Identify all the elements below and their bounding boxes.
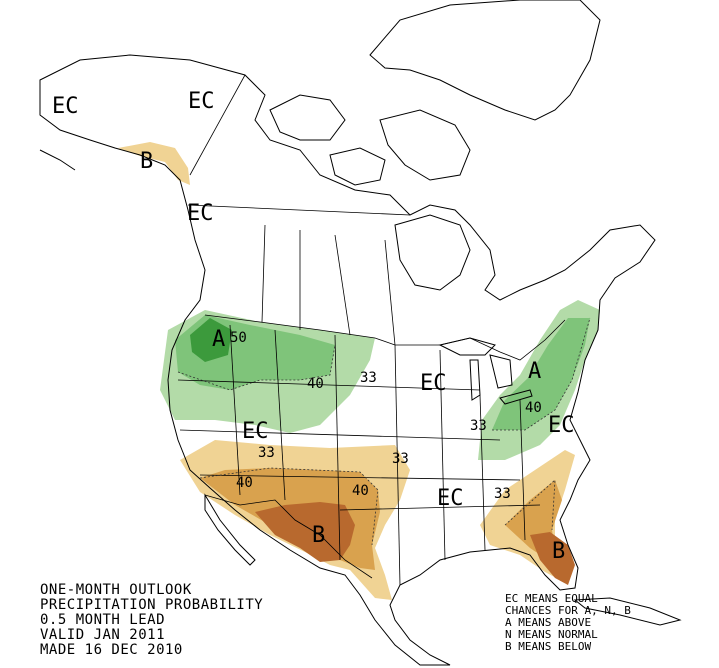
northwest-above-50 — [190, 318, 232, 362]
label-50: 50 — [230, 330, 247, 346]
state-line-h1 — [177, 379, 481, 391]
state-line-v7 — [519, 399, 526, 541]
arctic-islands-outline — [269, 94, 346, 141]
hudson-bay-outline — [394, 214, 471, 291]
baffin-island-outline — [379, 109, 471, 181]
contour-layer — [177, 317, 591, 546]
label-ec-bc: EC — [187, 201, 214, 226]
legend-line-1: EC MEANS EQUAL — [505, 592, 598, 605]
label-33-nw: 33 — [360, 370, 377, 386]
victoria-island-outline — [329, 147, 386, 186]
lake-huron-outline — [489, 354, 513, 389]
legend-line-2: CHANCES FOR A, N, B — [505, 604, 631, 617]
legend-line-5: B MEANS BELOW — [505, 640, 591, 653]
label-b-alaska: B — [140, 149, 153, 174]
state-line-v5 — [439, 349, 446, 561]
legend-block: EC MEANS EQUAL CHANCES FOR A, N, B A MEA… — [505, 592, 631, 653]
label-a-northwest: A — [212, 327, 225, 352]
label-ec-east: EC — [548, 413, 575, 438]
label-40-sw-west: 40 — [236, 475, 253, 491]
label-a-northeast: A — [528, 359, 541, 384]
texas-below-50 — [255, 502, 355, 562]
province-line-4 — [334, 234, 351, 336]
greenland-outline — [369, 0, 601, 121]
label-b-texas: B — [312, 523, 325, 548]
label-33-ne: 33 — [470, 418, 487, 434]
aleutian-outline — [39, 149, 76, 171]
title-line-4: VALID JAN 2011 — [40, 627, 165, 643]
south-contour-40 — [199, 467, 379, 546]
label-ec-southeast: EC — [437, 486, 464, 511]
alaska-canada-border — [189, 74, 246, 176]
title-line-1: ONE-MONTH OUTLOOK — [40, 582, 192, 598]
state-line-h4 — [339, 504, 541, 511]
state-line-h2 — [179, 429, 501, 441]
label-33-se: 33 — [494, 486, 511, 502]
province-line-5 — [384, 239, 396, 346]
map-labels: EC EC B EC A 50 40 33 EC A 40 33 EC EC 3… — [52, 89, 575, 564]
lake-superior-outline — [438, 337, 496, 356]
label-ec-alaska-west: EC — [52, 94, 79, 119]
shading-layer — [118, 142, 600, 600]
usa-mexico-border — [204, 494, 373, 579]
cuba-outline — [573, 597, 682, 626]
label-33-south: 33 — [392, 451, 409, 467]
northeast-above-40 — [492, 318, 590, 430]
state-line-v6 — [479, 394, 486, 551]
lake-michigan-outline — [469, 359, 481, 401]
state-line-v3 — [334, 334, 341, 561]
legend-line-3: A MEANS ABOVE — [505, 616, 591, 629]
state-line-v1 — [229, 324, 241, 496]
label-ec-southwest: EC — [242, 419, 269, 444]
label-40-nw: 40 — [307, 376, 324, 392]
ne-contour-40 — [492, 317, 591, 431]
label-b-florida: B — [552, 539, 565, 564]
title-line-5: MADE 16 DEC 2010 — [40, 642, 183, 658]
label-33-sw: 33 — [258, 445, 275, 461]
province-line-2 — [261, 224, 266, 323]
florida-below-50 — [530, 532, 575, 585]
borders-layer — [177, 74, 566, 586]
label-40-ne: 40 — [525, 400, 542, 416]
nw-contour-40 — [177, 344, 336, 391]
label-ec-alaska-north: EC — [188, 89, 215, 114]
label-40-sw-east: 40 — [352, 483, 369, 499]
legend-line-4: N MEANS NORMAL — [505, 628, 598, 641]
lake-erie-outline — [499, 389, 533, 405]
state-line-h3 — [199, 474, 521, 481]
state-line-v4 — [394, 344, 401, 586]
province-line-1 — [187, 204, 411, 216]
baja-outline — [204, 493, 256, 566]
coastline-layer — [39, 0, 682, 666]
alaska-below-region — [118, 142, 190, 185]
mainland-outline — [39, 54, 656, 666]
state-line-v2 — [274, 329, 286, 501]
title-line-3: 0.5 MONTH LEAD — [40, 612, 165, 628]
se-contour-40 — [504, 479, 556, 531]
title-line-2: PRECIPITATION PROBABILITY — [40, 597, 263, 613]
label-ec-central: EC — [420, 371, 447, 396]
title-block: ONE-MONTH OUTLOOK PRECIPITATION PROBABIL… — [40, 582, 263, 658]
